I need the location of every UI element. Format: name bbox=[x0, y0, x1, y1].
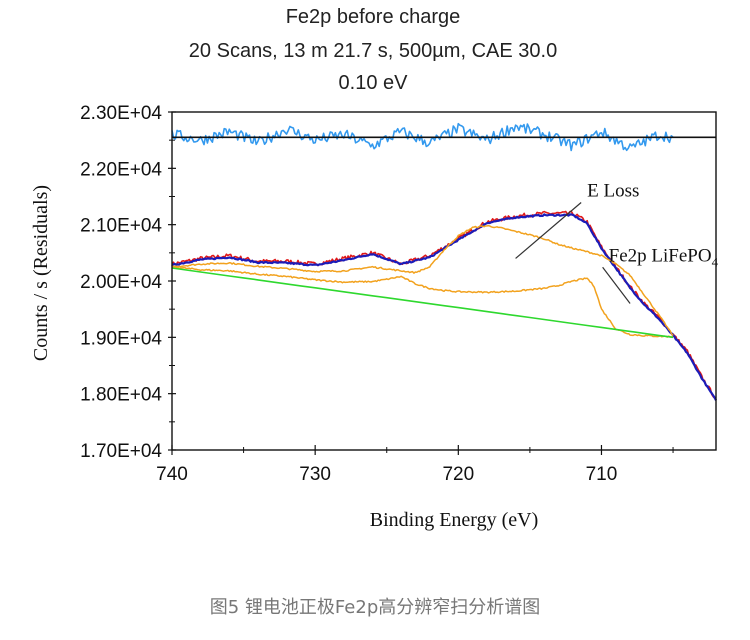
annotation-label-1: Fe2p LiFePO4 bbox=[609, 245, 719, 269]
annotation-layer: E Loss Fe2p LiFePO4 bbox=[515, 181, 719, 304]
x-tick-label: 710 bbox=[586, 464, 618, 485]
xps-chart: 1.70E+04 1.80E+04 1.90E+04 2.00E+04 2.10E+04… bbox=[30, 103, 719, 531]
axes-layer: 1.70E+04 1.80E+04 1.90E+04 2.00E+04 2.10E+04… bbox=[80, 103, 674, 485]
y-tick-label: 2.30E+04 bbox=[80, 103, 162, 124]
series-line-1 bbox=[171, 213, 717, 401]
figure-caption: 图5 锂电池正极Fe2p高分辨窄扫分析谱图 bbox=[209, 597, 541, 618]
y-axis-title: Counts / s (Residuals) bbox=[30, 185, 52, 361]
series-layer bbox=[171, 122, 717, 401]
series-line-5 bbox=[171, 122, 674, 152]
chart-subtitle-acquisition: 20 Scans, 13 m 21.7 s, 500µm, CAE 30.0 bbox=[188, 40, 558, 62]
annotation-pointer-1 bbox=[602, 266, 631, 304]
y-tick-label: 2.10E+04 bbox=[80, 216, 162, 237]
y-tick-label: 2.20E+04 bbox=[80, 159, 162, 180]
chart-title: Fe2p before charge bbox=[285, 6, 461, 28]
annotation-pointer-0 bbox=[515, 202, 582, 259]
annotation-subscript-1: 4 bbox=[712, 254, 719, 269]
x-tick-label: 730 bbox=[299, 464, 331, 485]
x-tick-label: 740 bbox=[156, 464, 188, 485]
x-axis-title: Binding Energy (eV) bbox=[370, 509, 539, 531]
y-tick-label: 1.90E+04 bbox=[80, 328, 162, 349]
y-tick-label: 1.80E+04 bbox=[80, 385, 162, 406]
series-line-4 bbox=[171, 267, 674, 339]
chart-subtitle-step: 0.10 eV bbox=[338, 72, 408, 94]
series-line-3 bbox=[171, 265, 674, 338]
series-line-2 bbox=[171, 224, 674, 337]
annotation-label-0: E Loss bbox=[587, 181, 639, 202]
y-tick-label: 1.70E+04 bbox=[80, 441, 162, 462]
x-tick-label: 720 bbox=[442, 464, 474, 485]
y-tick-label: 2.00E+04 bbox=[80, 272, 162, 293]
